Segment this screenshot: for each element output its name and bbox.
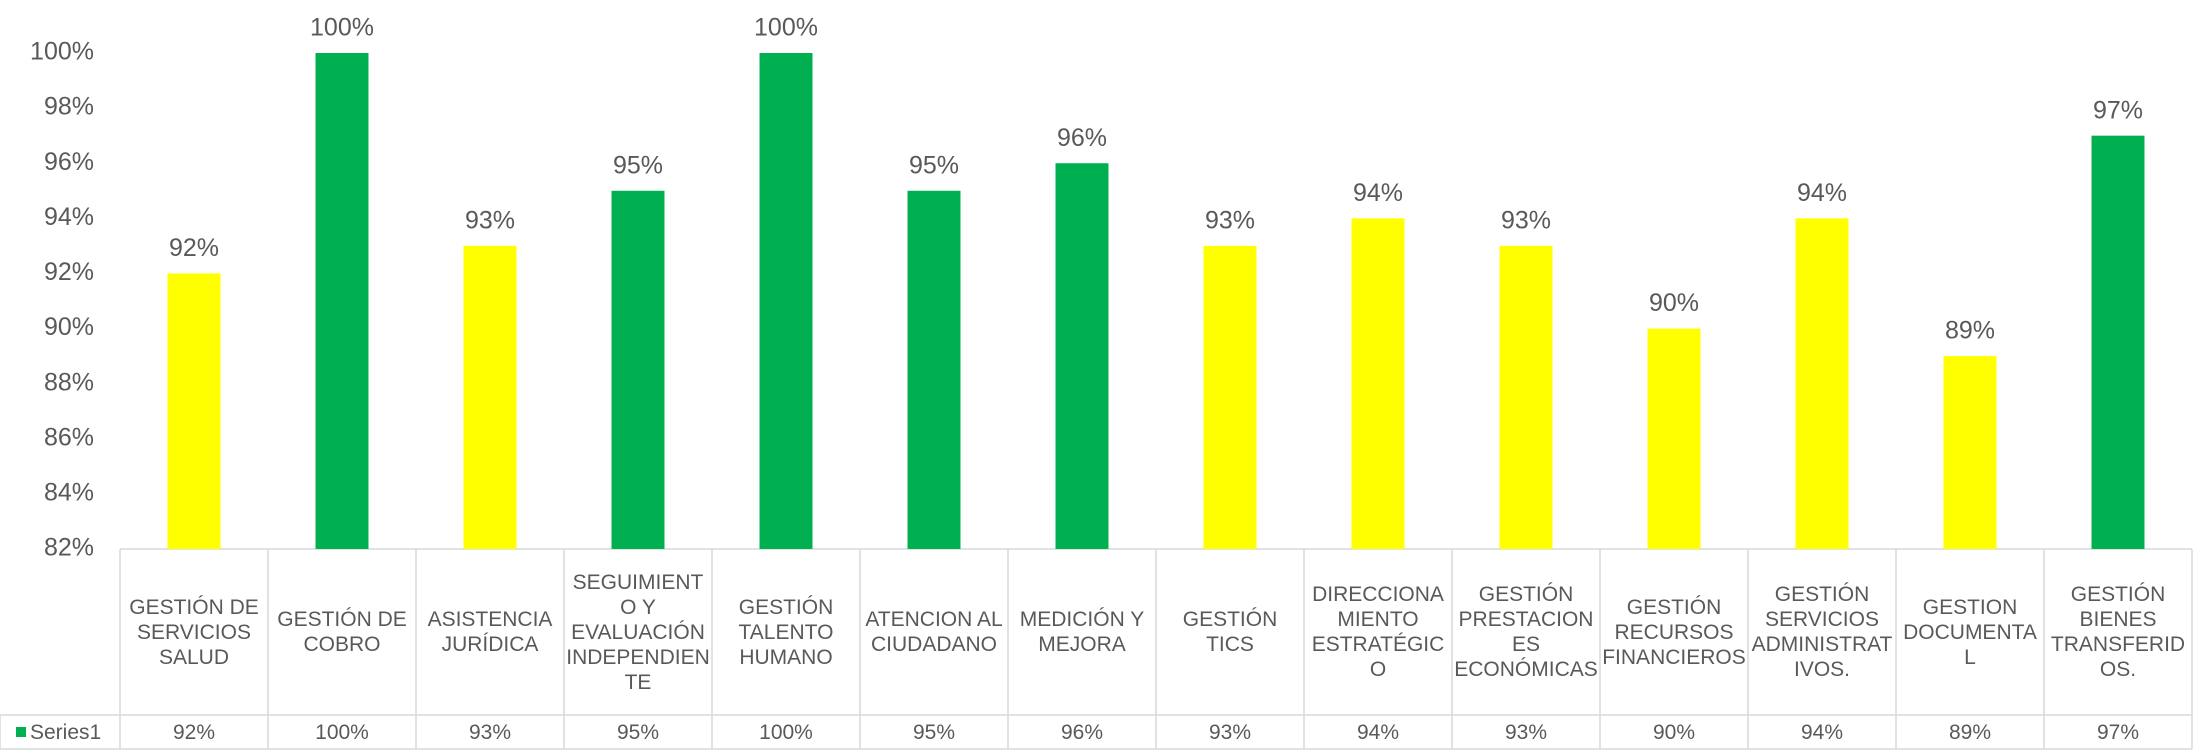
table-value: 97%: [2096, 720, 2140, 744]
category-label: GESTIÓN TICS: [1182, 608, 1278, 656]
table-value: 94%: [1356, 720, 1400, 744]
bar: [167, 273, 221, 549]
y-tick-label: 98%: [44, 93, 94, 121]
value-label: 90%: [1649, 289, 1699, 317]
value-label: 96%: [1057, 124, 1107, 152]
category-label: GESTIÓN TALENTO HUMANO: [738, 595, 834, 669]
value-label: 95%: [613, 151, 663, 179]
y-tick-label: 96%: [44, 148, 94, 176]
value-label: 95%: [909, 151, 959, 179]
table-value: 96%: [1060, 720, 1104, 744]
category-label: MEDICIÓN Y MEJORA: [1019, 608, 1145, 656]
table-value: 93%: [1208, 720, 1252, 744]
bar: [1351, 218, 1405, 550]
value-label: 94%: [1353, 179, 1403, 207]
legend-label: Series1: [30, 720, 102, 744]
y-tick-label: 86%: [44, 423, 94, 451]
category-label: ASISTENCIA JURÍDICA: [427, 608, 553, 656]
table-value: 94%: [1800, 720, 1844, 744]
bar: [1795, 218, 1849, 550]
value-label: 93%: [1205, 206, 1255, 234]
table-value: 95%: [616, 720, 660, 744]
table-value: 90%: [1652, 720, 1696, 744]
table-value: 92%: [172, 720, 216, 744]
category-label: GESTIÓN DE COBRO: [277, 608, 407, 656]
value-label: 93%: [1501, 206, 1551, 234]
y-tick-label: 92%: [44, 258, 94, 286]
bar: [1943, 356, 1997, 549]
y-tick-label: 100%: [30, 38, 94, 66]
legend-marker: [16, 727, 26, 737]
category-label: GESTIÓN BIENES TRANSFERIDOS.: [2050, 583, 2186, 681]
value-label: 100%: [754, 14, 818, 42]
category-label: DIRECCIONAMIENTO ESTRATÉGICO: [1311, 583, 1445, 681]
bar: [1647, 328, 1701, 549]
category-label: GESTION DOCUMENTAL: [1903, 595, 2037, 669]
bar: [611, 190, 665, 549]
value-label: 94%: [1797, 179, 1847, 207]
category-label: GESTIÓN RECURSOS FINANCIEROS: [1602, 595, 1746, 669]
y-tick-label: 94%: [44, 203, 94, 231]
y-tick-label: 82%: [44, 534, 94, 562]
y-tick-label: 84%: [44, 478, 94, 506]
table-value: 89%: [1948, 720, 1992, 744]
table-value: 93%: [468, 720, 512, 744]
bar: [463, 245, 517, 549]
table-value: 100%: [759, 720, 813, 744]
value-label: 97%: [2093, 96, 2143, 124]
category-label: ATENCION AL CIUDADANO: [865, 608, 1003, 656]
bar: [315, 53, 369, 549]
bar: [2091, 135, 2145, 549]
table-value: 95%: [912, 720, 956, 744]
y-tick-label: 88%: [44, 368, 94, 396]
y-tick-label: 90%: [44, 313, 94, 341]
category-label: GESTIÓN DE SERVICIOS SALUD: [129, 595, 259, 669]
value-label: 92%: [169, 234, 219, 262]
category-label: GESTIÓN PRESTACIONES ECONÓMICAS: [1454, 583, 1598, 681]
bar: [1203, 245, 1257, 549]
value-label: 89%: [1945, 317, 1995, 345]
table-value: 93%: [1504, 720, 1548, 744]
value-label: 93%: [465, 206, 515, 234]
category-label: SEGUIMIENTO Y EVALUACIÓN INDEPENDIENTE: [566, 570, 710, 694]
value-label: 100%: [310, 14, 374, 42]
table-value: 100%: [315, 720, 369, 744]
bar: [759, 53, 813, 549]
bar: [1055, 163, 1109, 549]
bar: [1499, 245, 1553, 549]
category-label: GESTIÓN SERVICIOS ADMINISTRATIVOS.: [1751, 583, 1893, 681]
bar: [907, 190, 961, 549]
